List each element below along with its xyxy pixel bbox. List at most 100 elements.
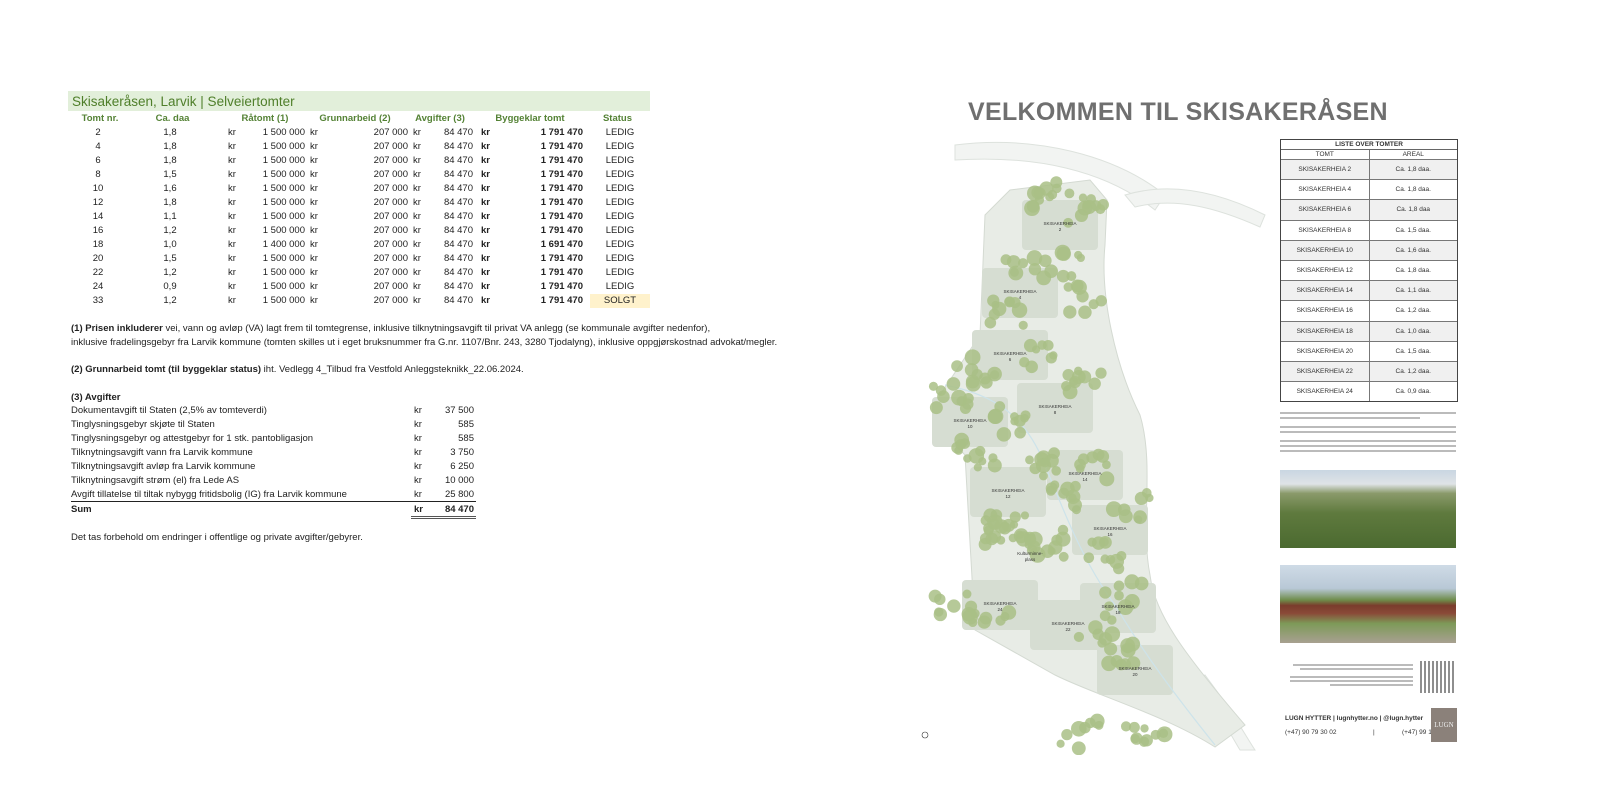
status-cell: LEDIG: [605, 183, 635, 194]
column-header: Avgifter (3): [415, 113, 465, 124]
status-cell: LEDIG: [605, 169, 635, 180]
tree-icon: [963, 392, 974, 404]
currency: kr: [310, 169, 318, 180]
table-row: 22 1,2 kr 1 500 000 kr 207 000 kr 84 470 kr 1 791…: [68, 266, 650, 280]
tree-icon: [1094, 720, 1104, 730]
currency: kr: [228, 141, 236, 152]
currency: kr: [228, 197, 236, 208]
tree-icon: [1071, 741, 1086, 755]
table-row: 33 1,2 kr 1 500 000 kr 207 000 kr 84 470 kr 1 791…: [68, 294, 650, 308]
tomt-cell: 14: [92, 211, 104, 222]
tree-icon: [955, 439, 967, 450]
tree-icon: [991, 300, 1000, 309]
cabin-photo: [1280, 565, 1456, 643]
tree-icon: [1001, 605, 1017, 620]
column-header: Ca. daa: [155, 113, 190, 124]
currency: kr: [481, 169, 490, 180]
grunnarbeid-cell: 207 000: [373, 197, 408, 208]
tree-icon: [1105, 501, 1122, 518]
fee-amount: 37 500: [444, 405, 474, 416]
fees-sum-row: Sum kr 84 470: [71, 503, 476, 517]
map-lot-label: SKISAKERHEIA 2: [1043, 221, 1076, 232]
avgifter-cell: 84 470: [443, 211, 473, 222]
map-lot[interactable]: [932, 397, 1008, 447]
currency: kr: [310, 197, 318, 208]
map-lot-label: SKISAKERHEIA 22: [1051, 621, 1084, 632]
tree-icon: [1058, 551, 1069, 562]
tree-icon: [1017, 258, 1029, 269]
tree-icon: [1099, 610, 1111, 622]
tree-icon: [1156, 726, 1173, 743]
grunnarbeid-cell: 207 000: [373, 155, 408, 166]
sum-amount: 84 470: [444, 504, 474, 515]
map-lot[interactable]: [1030, 600, 1106, 650]
currency: kr: [310, 127, 318, 138]
tree-icon: [1095, 367, 1107, 379]
currency: kr: [228, 225, 236, 236]
note-1-line2: inklusive fradelingsgebyr fra Larvik kom…: [71, 337, 778, 348]
sum-currency: kr: [414, 504, 423, 515]
tree-icon: [1051, 534, 1063, 546]
currency: kr: [413, 281, 421, 292]
brand-line: LUGN HYTTER | lugnhytter.no | @lugn.hytt…: [1285, 715, 1424, 722]
byggeklar-cell: 1 791 470: [540, 127, 583, 138]
currency: kr: [481, 155, 490, 166]
ratomt-cell: 1 500 000: [262, 197, 305, 208]
currency: kr: [228, 127, 236, 138]
table-row: 8 1,5 kr 1 500 000 kr 207 000 kr 84 470 kr 1 791 …: [68, 168, 650, 182]
byggeklar-cell: 1 791 470: [540, 197, 583, 208]
tree-icon: [1006, 255, 1021, 269]
column-header: Byggeklar tomt: [495, 113, 565, 124]
phone-1: (+47) 90 79 30 02: [1285, 729, 1337, 736]
tree-icon: [1120, 638, 1136, 653]
lot-list-row: SKISAKERHEIA 24 Ca. 0,9 daa.: [1281, 381, 1457, 402]
ratomt-cell: 1 400 000: [262, 239, 305, 250]
tree-icon: [1008, 265, 1024, 281]
avgifter-cell: 84 470: [443, 281, 473, 292]
tree-icon: [1056, 269, 1070, 283]
fee-label: Dokumentavgift til Staten (2,5% av tomte…: [71, 405, 267, 416]
tree-icon: [1025, 360, 1038, 374]
map-lot[interactable]: [970, 467, 1046, 517]
map-lot-prefix: SKISAKERHEIA: [1043, 221, 1076, 226]
currency: kr: [310, 295, 318, 306]
map-lot-prefix: SKISAKERHEIA: [1051, 621, 1084, 626]
ratomt-cell: 1 500 000: [262, 141, 305, 152]
ratomt-cell: 1 500 000: [262, 253, 305, 264]
map-lot-number: 8: [1054, 410, 1057, 415]
map-lot-number: 18: [1115, 610, 1121, 615]
table-row: 2 1,8 kr 1 500 000 kr 207 000 kr 84 470 kr 1 791 …: [68, 126, 650, 140]
grunnarbeid-cell: 207 000: [373, 141, 408, 152]
byggeklar-cell: 1 791 470: [540, 281, 583, 292]
qr-code[interactable]: [1420, 661, 1454, 693]
byggeklar-cell: 1 791 470: [540, 155, 583, 166]
tree-icon: [1077, 453, 1090, 465]
status-cell: LEDIG: [605, 281, 635, 292]
tree-icon: [1068, 493, 1077, 503]
sum-label: Sum: [71, 504, 92, 515]
tree-icon: [990, 370, 1000, 380]
fee-row: Tinglysningsgebyr og attestgebyr for 1 s…: [71, 432, 476, 446]
tree-icon: [1078, 193, 1088, 202]
fee-label: Tinglysningsgebyr og attestgebyr for 1 s…: [71, 433, 314, 444]
tree-icon: [1134, 515, 1143, 524]
tree-icon: [1104, 601, 1114, 612]
landscape-photo: [1280, 470, 1456, 548]
lot-list-row: SKISAKERHEIA 6 Ca. 1,8 daa: [1281, 199, 1457, 220]
map-lot-number: 24: [997, 607, 1003, 612]
fee-amount: 25 800: [444, 489, 474, 500]
byggeklar-cell: 1 791 470: [540, 225, 583, 236]
tree-icon: [987, 408, 1004, 425]
tree-icon: [1027, 531, 1043, 548]
currency: kr: [413, 225, 421, 236]
byggeklar-cell: 1 791 470: [540, 211, 583, 222]
tree-icon: [1025, 455, 1034, 465]
tree-icon: [1064, 188, 1075, 199]
note-2: (2) Grunnarbeid tomt (til byggeklar stat…: [71, 364, 524, 375]
avgifter-cell: 84 470: [443, 183, 473, 194]
tree-icon: [1087, 537, 1097, 547]
currency: kr: [228, 239, 236, 250]
ratomt-cell: 1 500 000: [262, 155, 305, 166]
currency: kr: [481, 295, 490, 306]
map-lot-label: SKISAKERHEIA 16: [1093, 526, 1126, 537]
